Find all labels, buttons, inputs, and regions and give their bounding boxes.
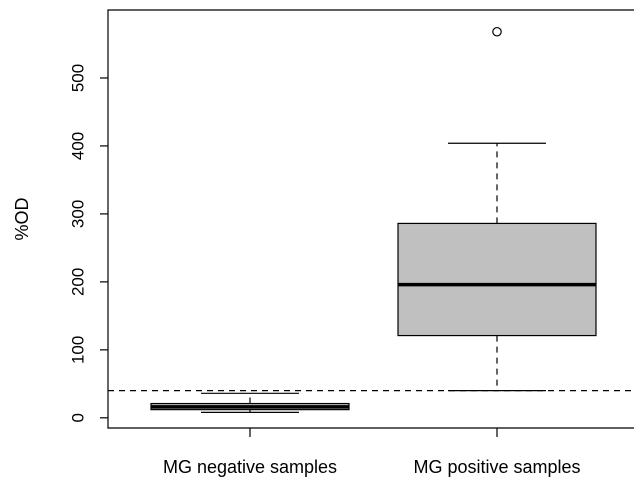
x-tick-label: MG positive samples — [413, 457, 580, 477]
plot-frame — [107, 9, 634, 429]
y-axis: 0 100 200 300 400 500 — [68, 64, 108, 423]
y-tick-label: 0 — [69, 413, 88, 422]
y-tick-label: 200 — [69, 268, 88, 296]
plot-frame-border — [107, 9, 634, 429]
box-1 — [150, 392, 350, 413]
y-tick-label: 400 — [68, 132, 87, 160]
box-iqr — [397, 222, 597, 337]
x-axis: MG negative samples MG positive samples — [163, 428, 581, 477]
outlier-point — [492, 26, 502, 37]
box-2 — [397, 26, 597, 392]
x-tick-label: MG negative samples — [163, 457, 337, 477]
y-tick-label: 300 — [69, 200, 88, 228]
y-tick-label: 100 — [69, 336, 88, 364]
boxes-layer — [150, 26, 597, 413]
y-tick-label: 500 — [68, 64, 87, 92]
y-axis-label: %OD — [12, 197, 32, 240]
